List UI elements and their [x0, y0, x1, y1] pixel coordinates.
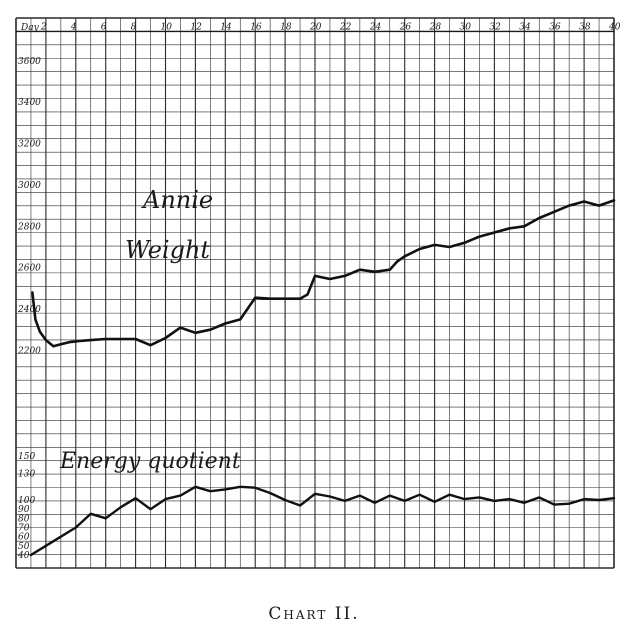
energy-y-tick-label: 150	[18, 452, 35, 462]
chart-caption: Chart II.	[268, 604, 360, 624]
x-tick-label: 34	[519, 22, 531, 32]
x-tick-label: 18	[280, 22, 292, 32]
energy-series-label: Energy quotient	[59, 449, 241, 474]
y-tick-labels: 2200 2400 2600 2800 3000 3200 3400 3600 40506070…	[17, 57, 41, 561]
x-tick-label: 38	[579, 22, 591, 32]
weight-series-label: Weight	[125, 236, 210, 264]
energy-series-line	[29, 485, 616, 557]
weight-series-line	[31, 199, 616, 348]
x-tick-label: 22	[339, 22, 352, 32]
weight-y-tick-label: 2800	[17, 222, 41, 232]
energy-y-tick-label: 90	[18, 505, 30, 515]
x-tick-label: 2	[40, 22, 47, 32]
chart-title: Annie	[141, 186, 213, 214]
energy-y-tick-label: 70	[18, 524, 30, 534]
x-tick-label: 26	[399, 22, 412, 32]
x-tick-label: 4	[70, 22, 77, 32]
energy-y-tick-label: 60	[18, 533, 30, 543]
x-tick-label: 40	[608, 22, 621, 32]
series-lines	[29, 199, 616, 557]
x-tick-label: 28	[429, 22, 442, 32]
x-tick-label: 20	[309, 22, 322, 32]
weight-y-tick-label: 2400	[17, 305, 41, 315]
x-tick-label: 24	[369, 22, 382, 32]
weight-y-tick-label: 3600	[18, 57, 41, 67]
x-tick-label: 10	[161, 22, 173, 32]
energy-y-tick-label: 40	[17, 551, 30, 561]
x-tick-label: 8	[131, 22, 137, 32]
weight-y-tick-label: 2200	[17, 346, 41, 356]
weight-y-tick-label: 3000	[18, 181, 41, 191]
weight-y-tick-label: 3400	[18, 98, 41, 108]
x-tick-label: 6	[101, 22, 107, 32]
x-tick-label: 16	[250, 22, 262, 32]
chart-grid	[15, 17, 615, 569]
x-tick-label: 30	[460, 22, 472, 32]
energy-y-tick-label: 50	[18, 542, 30, 552]
weight-y-tick-label: 3200	[18, 140, 41, 150]
energy-y-tick-label: 130	[18, 470, 35, 480]
x-tick-labels: 2 4 6 8 10 12 14 16 18 20 22 24 26 28 30 32 34 36 38 40	[40, 22, 621, 32]
weight-y-tick-label: 2600	[17, 264, 41, 274]
energy-y-tick-label: 80	[18, 514, 30, 524]
x-tick-label: 32	[489, 22, 501, 32]
x-tick-label: 36	[549, 22, 561, 32]
x-axis-label: Day	[20, 23, 40, 33]
x-tick-label: 14	[220, 22, 232, 32]
energy-y-tick-label: 100	[18, 496, 35, 506]
x-tick-label: 12	[190, 22, 202, 32]
